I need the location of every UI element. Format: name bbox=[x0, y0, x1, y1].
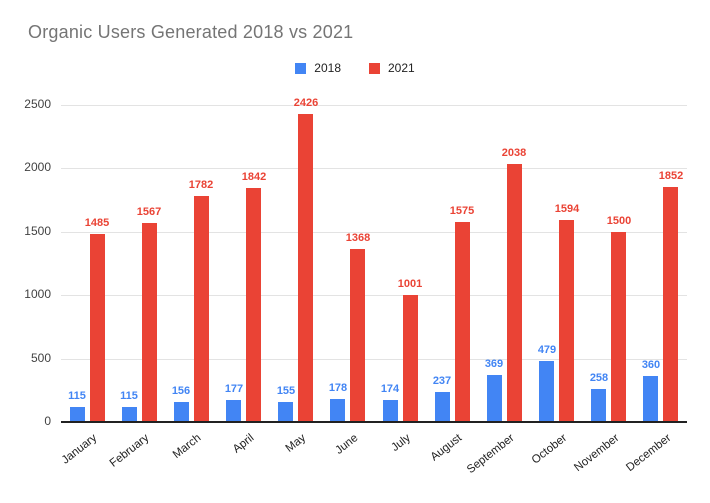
bar-2021-july bbox=[403, 295, 418, 422]
bar-value-label-2018-november: 258 bbox=[589, 372, 609, 384]
x-axis-line bbox=[61, 421, 687, 423]
y-tick-label-0: 0 bbox=[44, 414, 51, 428]
y-tick-label-1500: 1500 bbox=[24, 224, 51, 238]
x-tick-label-march: March bbox=[170, 432, 204, 462]
bar-2021-may bbox=[298, 114, 313, 422]
y-tick-label-2500: 2500 bbox=[24, 97, 51, 111]
y-tick-label-1000: 1000 bbox=[24, 287, 51, 301]
x-tick-label-november: November bbox=[572, 432, 622, 475]
bar-2018-june bbox=[330, 399, 345, 422]
bar-value-label-2021-october: 1594 bbox=[554, 203, 580, 215]
bar-value-label-2021-march: 1782 bbox=[188, 179, 214, 191]
bar-2018-january bbox=[70, 407, 85, 422]
gridline-2000 bbox=[61, 168, 687, 169]
x-tick-label-october: October bbox=[529, 432, 570, 467]
gridline-1500 bbox=[61, 232, 687, 233]
bar-value-label-2021-february: 1567 bbox=[136, 206, 162, 218]
legend-swatch-2021 bbox=[369, 62, 380, 74]
legend-item-2021: 2021 bbox=[369, 61, 415, 75]
bar-value-label-2018-august: 237 bbox=[432, 375, 452, 387]
bar-2018-february bbox=[122, 407, 137, 422]
bar-value-label-2021-september: 2038 bbox=[501, 147, 527, 159]
bar-value-label-2021-november: 1500 bbox=[606, 215, 632, 227]
bar-value-label-2018-april: 177 bbox=[224, 383, 244, 395]
x-tick-label-april: April bbox=[230, 432, 257, 456]
bar-value-label-2021-december: 1852 bbox=[658, 170, 684, 182]
x-tick-label-august: August bbox=[428, 432, 465, 464]
bar-2018-march bbox=[174, 402, 189, 422]
bar-value-label-2018-march: 156 bbox=[171, 385, 191, 397]
bar-2018-december bbox=[643, 376, 658, 422]
bar-2021-november bbox=[611, 232, 626, 422]
bar-2021-august bbox=[455, 222, 470, 422]
x-tick-label-june: June bbox=[333, 432, 361, 457]
bar-2018-september bbox=[487, 375, 502, 422]
bar-value-label-2021-july: 1001 bbox=[397, 278, 423, 290]
bar-2018-october bbox=[539, 361, 554, 422]
bar-2018-november bbox=[591, 389, 606, 422]
legend-label-2018: 2018 bbox=[314, 61, 341, 75]
bar-2021-february bbox=[142, 223, 157, 422]
legend-label-2021: 2021 bbox=[388, 61, 415, 75]
x-tick-label-february: February bbox=[107, 432, 152, 470]
bar-value-label-2021-april: 1842 bbox=[241, 171, 267, 183]
bar-value-label-2021-january: 1485 bbox=[84, 217, 110, 229]
legend-swatch-2018 bbox=[295, 62, 307, 74]
bar-value-label-2018-december: 360 bbox=[641, 359, 661, 371]
bar-2021-june bbox=[350, 249, 365, 422]
bar-2021-january bbox=[90, 234, 105, 422]
gridline-1000 bbox=[61, 295, 687, 296]
bar-value-label-2018-october: 479 bbox=[537, 344, 557, 356]
chart-title: Organic Users Generated 2018 vs 2021 bbox=[28, 22, 354, 42]
bar-2018-august bbox=[435, 392, 450, 422]
x-tick-label-may: May bbox=[283, 432, 309, 455]
gridline-2500 bbox=[61, 105, 687, 106]
bar-value-label-2021-june: 1368 bbox=[345, 232, 371, 244]
bar-value-label-2018-february: 115 bbox=[120, 390, 138, 402]
x-tick-label-december: December bbox=[624, 432, 674, 475]
y-tick-label-500: 500 bbox=[30, 351, 51, 365]
y-tick-label-2000: 2000 bbox=[24, 160, 51, 174]
bar-value-label-2018-may: 155 bbox=[276, 385, 296, 397]
bar-value-label-2021-may: 2426 bbox=[293, 97, 319, 109]
bar-2021-december bbox=[663, 187, 678, 422]
bar-2021-april bbox=[246, 188, 261, 422]
legend-item-2018: 2018 bbox=[295, 61, 341, 75]
legend: 2018 2021 bbox=[0, 61, 710, 75]
bar-2018-may bbox=[278, 402, 293, 422]
bar-value-label-2018-june: 178 bbox=[328, 382, 348, 394]
bar-value-label-2018-july: 174 bbox=[380, 383, 400, 395]
bar-2018-july bbox=[383, 400, 398, 422]
x-tick-label-july: July bbox=[388, 432, 413, 455]
bar-value-label-2018-september: 369 bbox=[484, 358, 504, 370]
bar-2018-april bbox=[226, 400, 241, 422]
x-tick-label-september: September bbox=[464, 432, 517, 477]
bar-2021-october bbox=[559, 220, 574, 422]
gridline-500 bbox=[61, 359, 687, 360]
bar-value-label-2021-august: 1575 bbox=[449, 205, 475, 217]
x-tick-label-january: January bbox=[59, 432, 100, 467]
bar-2021-march bbox=[194, 196, 209, 422]
bar-2021-september bbox=[507, 164, 522, 422]
bar-value-label-2018-january: 115 bbox=[68, 390, 86, 402]
